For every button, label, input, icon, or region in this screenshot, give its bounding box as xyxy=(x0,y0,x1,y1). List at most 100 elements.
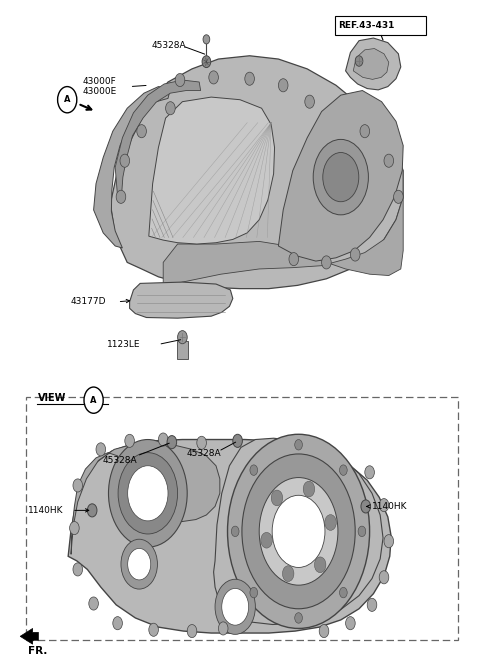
Text: A: A xyxy=(90,396,97,405)
Circle shape xyxy=(282,565,294,581)
Circle shape xyxy=(365,466,374,479)
Circle shape xyxy=(367,598,377,611)
Circle shape xyxy=(361,500,371,513)
Circle shape xyxy=(187,625,197,638)
Circle shape xyxy=(222,588,249,625)
Circle shape xyxy=(350,248,360,261)
Circle shape xyxy=(339,465,347,476)
Circle shape xyxy=(73,479,83,492)
Polygon shape xyxy=(130,282,233,318)
Bar xyxy=(177,341,188,359)
Text: VIEW: VIEW xyxy=(38,394,67,403)
Circle shape xyxy=(116,190,126,203)
Circle shape xyxy=(96,443,106,456)
Text: A: A xyxy=(64,95,71,104)
Polygon shape xyxy=(68,440,391,633)
Circle shape xyxy=(128,548,151,580)
Circle shape xyxy=(346,617,355,630)
Circle shape xyxy=(197,436,206,449)
Bar xyxy=(26,397,458,640)
Circle shape xyxy=(167,436,177,449)
Text: 1123LE: 1123LE xyxy=(107,340,140,349)
Circle shape xyxy=(295,440,302,450)
Polygon shape xyxy=(110,56,403,289)
FancyBboxPatch shape xyxy=(335,16,426,35)
Circle shape xyxy=(166,102,175,115)
Circle shape xyxy=(149,623,158,636)
Circle shape xyxy=(120,154,130,167)
Circle shape xyxy=(118,453,178,534)
Circle shape xyxy=(121,539,157,589)
Circle shape xyxy=(70,522,79,535)
Polygon shape xyxy=(149,97,275,244)
Circle shape xyxy=(379,499,389,512)
Circle shape xyxy=(84,387,103,413)
Circle shape xyxy=(108,440,187,547)
Circle shape xyxy=(271,490,283,506)
Circle shape xyxy=(158,433,168,446)
Circle shape xyxy=(325,514,336,530)
Ellipse shape xyxy=(323,152,359,202)
Circle shape xyxy=(178,331,187,344)
Text: 45328A: 45328A xyxy=(186,449,221,459)
Text: 43000F: 43000F xyxy=(83,77,116,86)
Circle shape xyxy=(355,56,363,66)
Circle shape xyxy=(209,71,218,84)
Circle shape xyxy=(305,95,314,108)
Circle shape xyxy=(228,434,370,628)
Circle shape xyxy=(87,504,97,517)
Circle shape xyxy=(128,466,168,521)
Circle shape xyxy=(289,253,299,266)
Circle shape xyxy=(233,434,242,447)
Polygon shape xyxy=(94,87,170,248)
Circle shape xyxy=(58,87,77,113)
Text: 43000E: 43000E xyxy=(83,87,117,96)
Circle shape xyxy=(261,533,272,548)
Ellipse shape xyxy=(313,139,369,215)
Circle shape xyxy=(384,154,394,167)
Polygon shape xyxy=(278,91,403,261)
Circle shape xyxy=(259,478,338,585)
Polygon shape xyxy=(71,443,220,554)
Circle shape xyxy=(125,434,134,447)
Circle shape xyxy=(203,35,210,44)
Circle shape xyxy=(339,587,347,598)
Circle shape xyxy=(175,73,185,87)
Circle shape xyxy=(314,557,326,573)
Circle shape xyxy=(218,622,228,635)
Circle shape xyxy=(89,597,98,610)
Circle shape xyxy=(379,571,389,584)
Circle shape xyxy=(322,256,331,269)
Polygon shape xyxy=(214,438,383,625)
Polygon shape xyxy=(353,49,389,79)
Circle shape xyxy=(231,526,239,537)
Circle shape xyxy=(358,526,366,537)
Circle shape xyxy=(242,454,355,609)
Text: 45328A: 45328A xyxy=(102,456,137,465)
Circle shape xyxy=(137,125,146,138)
Circle shape xyxy=(272,495,325,567)
Text: REF.43-431: REF.43-431 xyxy=(338,21,394,30)
Text: 45328A: 45328A xyxy=(151,41,186,51)
Circle shape xyxy=(202,56,211,68)
Circle shape xyxy=(245,72,254,85)
Polygon shape xyxy=(115,80,201,197)
Polygon shape xyxy=(20,628,38,644)
Circle shape xyxy=(384,535,394,548)
Circle shape xyxy=(113,617,122,630)
Text: 1140HK: 1140HK xyxy=(28,506,63,515)
Circle shape xyxy=(394,190,403,203)
Circle shape xyxy=(303,482,315,497)
Circle shape xyxy=(73,563,83,576)
Circle shape xyxy=(250,465,258,476)
Text: FR.: FR. xyxy=(28,646,47,656)
Text: 43177D: 43177D xyxy=(71,297,107,306)
Polygon shape xyxy=(163,197,403,287)
Circle shape xyxy=(295,613,302,623)
Circle shape xyxy=(215,579,255,634)
Circle shape xyxy=(319,625,329,638)
Text: 1140HK: 1140HK xyxy=(372,502,408,511)
Circle shape xyxy=(360,125,370,138)
Polygon shape xyxy=(346,38,401,90)
Circle shape xyxy=(250,587,258,598)
